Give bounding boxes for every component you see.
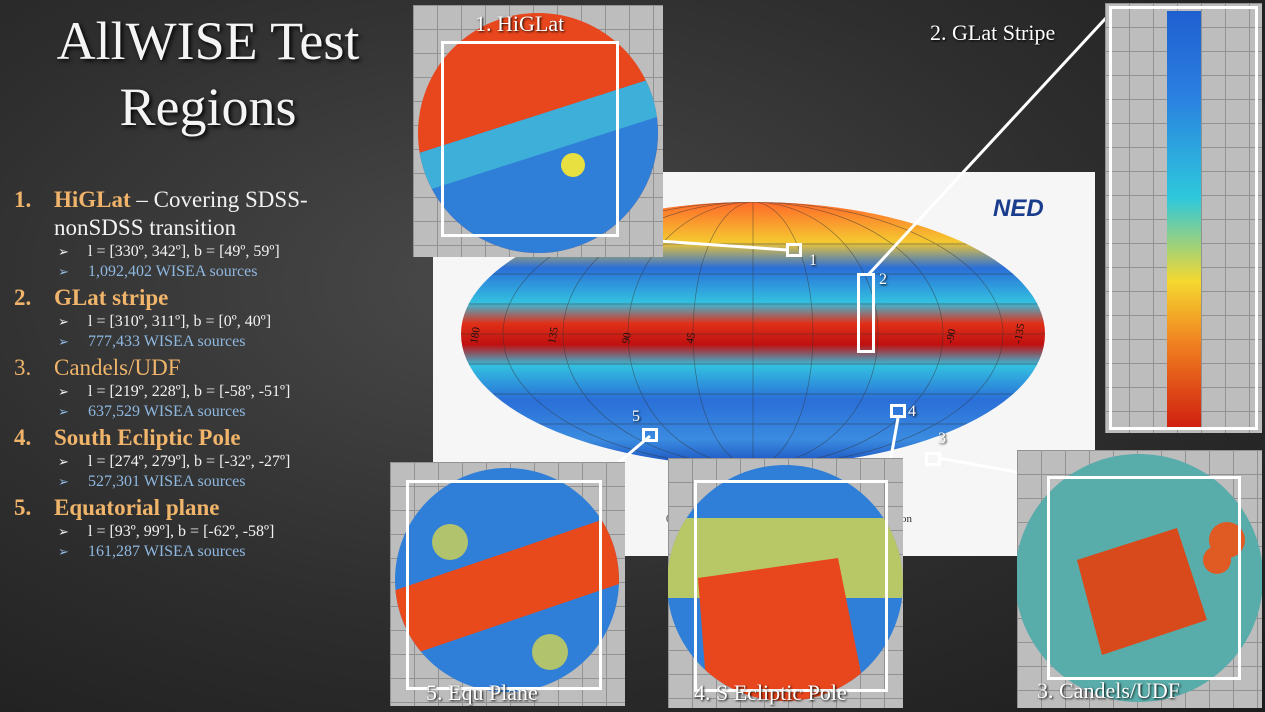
region-name: HiGLat: [54, 187, 131, 212]
caption-higlat: 1. HiGLat: [475, 11, 565, 36]
marker-label-5: 5: [632, 408, 640, 425]
glat-stripe: [1167, 11, 1201, 427]
region-description-line2: nonSDSS transition: [54, 215, 237, 240]
region-coords: ➢ l = [274º, 279º], b = [-32º, -27º]: [58, 452, 395, 472]
caption-sep: 4. S Ecliptic Pole: [694, 680, 847, 705]
coords-text: l = [310º, 311º], b = [0º, 40º]: [88, 313, 272, 330]
sources-text: 527,301 WISEA sources: [88, 473, 246, 490]
region-sources: ➢ 161,287 WISEA sources: [58, 542, 395, 562]
region-number: 4.: [14, 425, 32, 450]
arrow-bullet-icon: ➢: [58, 244, 69, 259]
arrow-bullet-icon: ➢: [58, 264, 69, 279]
candels-panel: 3. Candels/UDF: [1017, 450, 1262, 708]
arrow-bullet-icon: ➢: [58, 454, 69, 469]
region-marker-3: [925, 452, 941, 466]
region-marker-1: [786, 243, 802, 257]
region-marker-5: [642, 428, 658, 442]
region-marker-4: [890, 404, 906, 418]
title-line-1: AllWISE Test: [56, 11, 360, 71]
region-item: 1. HiGLat – Covering SDSS-: [10, 186, 395, 214]
region-name: GLat stripe: [54, 285, 169, 310]
arrow-bullet-icon: ➢: [58, 544, 69, 559]
higlat-panel: 1. HiGLat: [413, 5, 663, 257]
marker-label-3: 3: [938, 430, 946, 447]
sources-text: 1,092,402 WISEA sources: [88, 263, 258, 280]
region-heading: HiGLat – Covering SDSS-: [54, 186, 308, 214]
lon-label: 90: [620, 331, 634, 344]
slide-title: AllWISE Test Regions: [8, 8, 408, 140]
region-coords: ➢ l = [219º, 228º], b = [-58º, -51º]: [58, 382, 395, 402]
caption-equ: 5. Equ Plane: [426, 680, 538, 705]
arrow-bullet-icon: ➢: [58, 474, 69, 489]
marker-label-2: 2: [879, 271, 887, 288]
region-name: Candels/UDF: [54, 355, 181, 380]
region-number: 1.: [14, 187, 32, 212]
region-number: 5.: [14, 495, 32, 520]
region-coords: ➢ l = [93º, 99º], b = [-62º, -58º]: [58, 522, 395, 542]
region-item: 3. Candels/UDF: [10, 354, 395, 382]
lon-label: 180: [468, 326, 483, 345]
ned-logo: NED: [993, 195, 1044, 222]
region-number: 2.: [14, 285, 32, 310]
sources-text: 777,433 WISEA sources: [88, 333, 246, 350]
region-item: 4. South Ecliptic Pole: [10, 424, 395, 452]
caption-candels: 3. Candels/UDF: [1037, 678, 1180, 703]
coords-text: l = [219º, 228º], b = [-58º, -51º]: [88, 383, 291, 400]
lon-label: -90: [944, 328, 958, 345]
sep-panel: 4. S Ecliptic Pole: [668, 458, 903, 708]
arrow-bullet-icon: ➢: [58, 524, 69, 539]
coords-text: l = [330º, 342º], b = [49º, 59º]: [88, 243, 280, 260]
region-coords: ➢ l = [310º, 311º], b = [0º, 40º]: [58, 312, 395, 332]
region-name: Equatorial plane: [54, 495, 220, 520]
region-sources: ➢ 1,092,402 WISEA sources: [58, 262, 395, 282]
sources-text: 161,287 WISEA sources: [88, 543, 246, 560]
region-item: 2. GLat stripe: [10, 284, 395, 312]
candels-frame: [1047, 476, 1241, 680]
region-sources: ➢ 527,301 WISEA sources: [58, 472, 395, 492]
region-item: 5. Equatorial plane: [10, 494, 395, 522]
marker-label-4: 4: [908, 403, 916, 420]
higlat-frame: [441, 41, 619, 237]
coords-text: l = [274º, 279º], b = [-32º, -27º]: [88, 453, 291, 470]
equ-frame: [406, 480, 602, 690]
arrow-bullet-icon: ➢: [58, 334, 69, 349]
region-coords: ➢ l = [330º, 342º], b = [49º, 59º]: [58, 242, 395, 262]
title-line-2: Regions: [119, 77, 297, 137]
arrow-bullet-icon: ➢: [58, 404, 69, 419]
sep-frame: [694, 480, 888, 692]
region-name: South Ecliptic Pole: [54, 425, 241, 450]
region-sources: ➢ 637,529 WISEA sources: [58, 402, 395, 422]
caption-glat: 2. GLat Stripe: [930, 20, 1056, 45]
equ-panel: 5. Equ Plane: [390, 462, 625, 706]
region-list: 1. HiGLat – Covering SDSS- nonSDSS trans…: [10, 184, 395, 562]
region-sources: ➢ 777,433 WISEA sources: [58, 332, 395, 352]
lon-label: -135: [1012, 322, 1027, 344]
region-number: 3.: [14, 355, 32, 380]
glat-panel: [1105, 3, 1262, 433]
arrow-bullet-icon: ➢: [58, 384, 69, 399]
region-description-cont: nonSDSS transition: [10, 214, 395, 242]
lon-label: 45: [684, 331, 698, 344]
marker-label-1: 1: [809, 252, 817, 269]
coords-text: l = [93º, 99º], b = [-62º, -58º]: [88, 523, 275, 540]
lon-label: 135: [546, 326, 561, 345]
region-marker-2: [857, 273, 875, 353]
sources-text: 637,529 WISEA sources: [88, 403, 246, 420]
arrow-bullet-icon: ➢: [58, 314, 69, 329]
glat-frame: [1109, 6, 1258, 430]
region-description: – Covering SDSS-: [130, 187, 308, 212]
